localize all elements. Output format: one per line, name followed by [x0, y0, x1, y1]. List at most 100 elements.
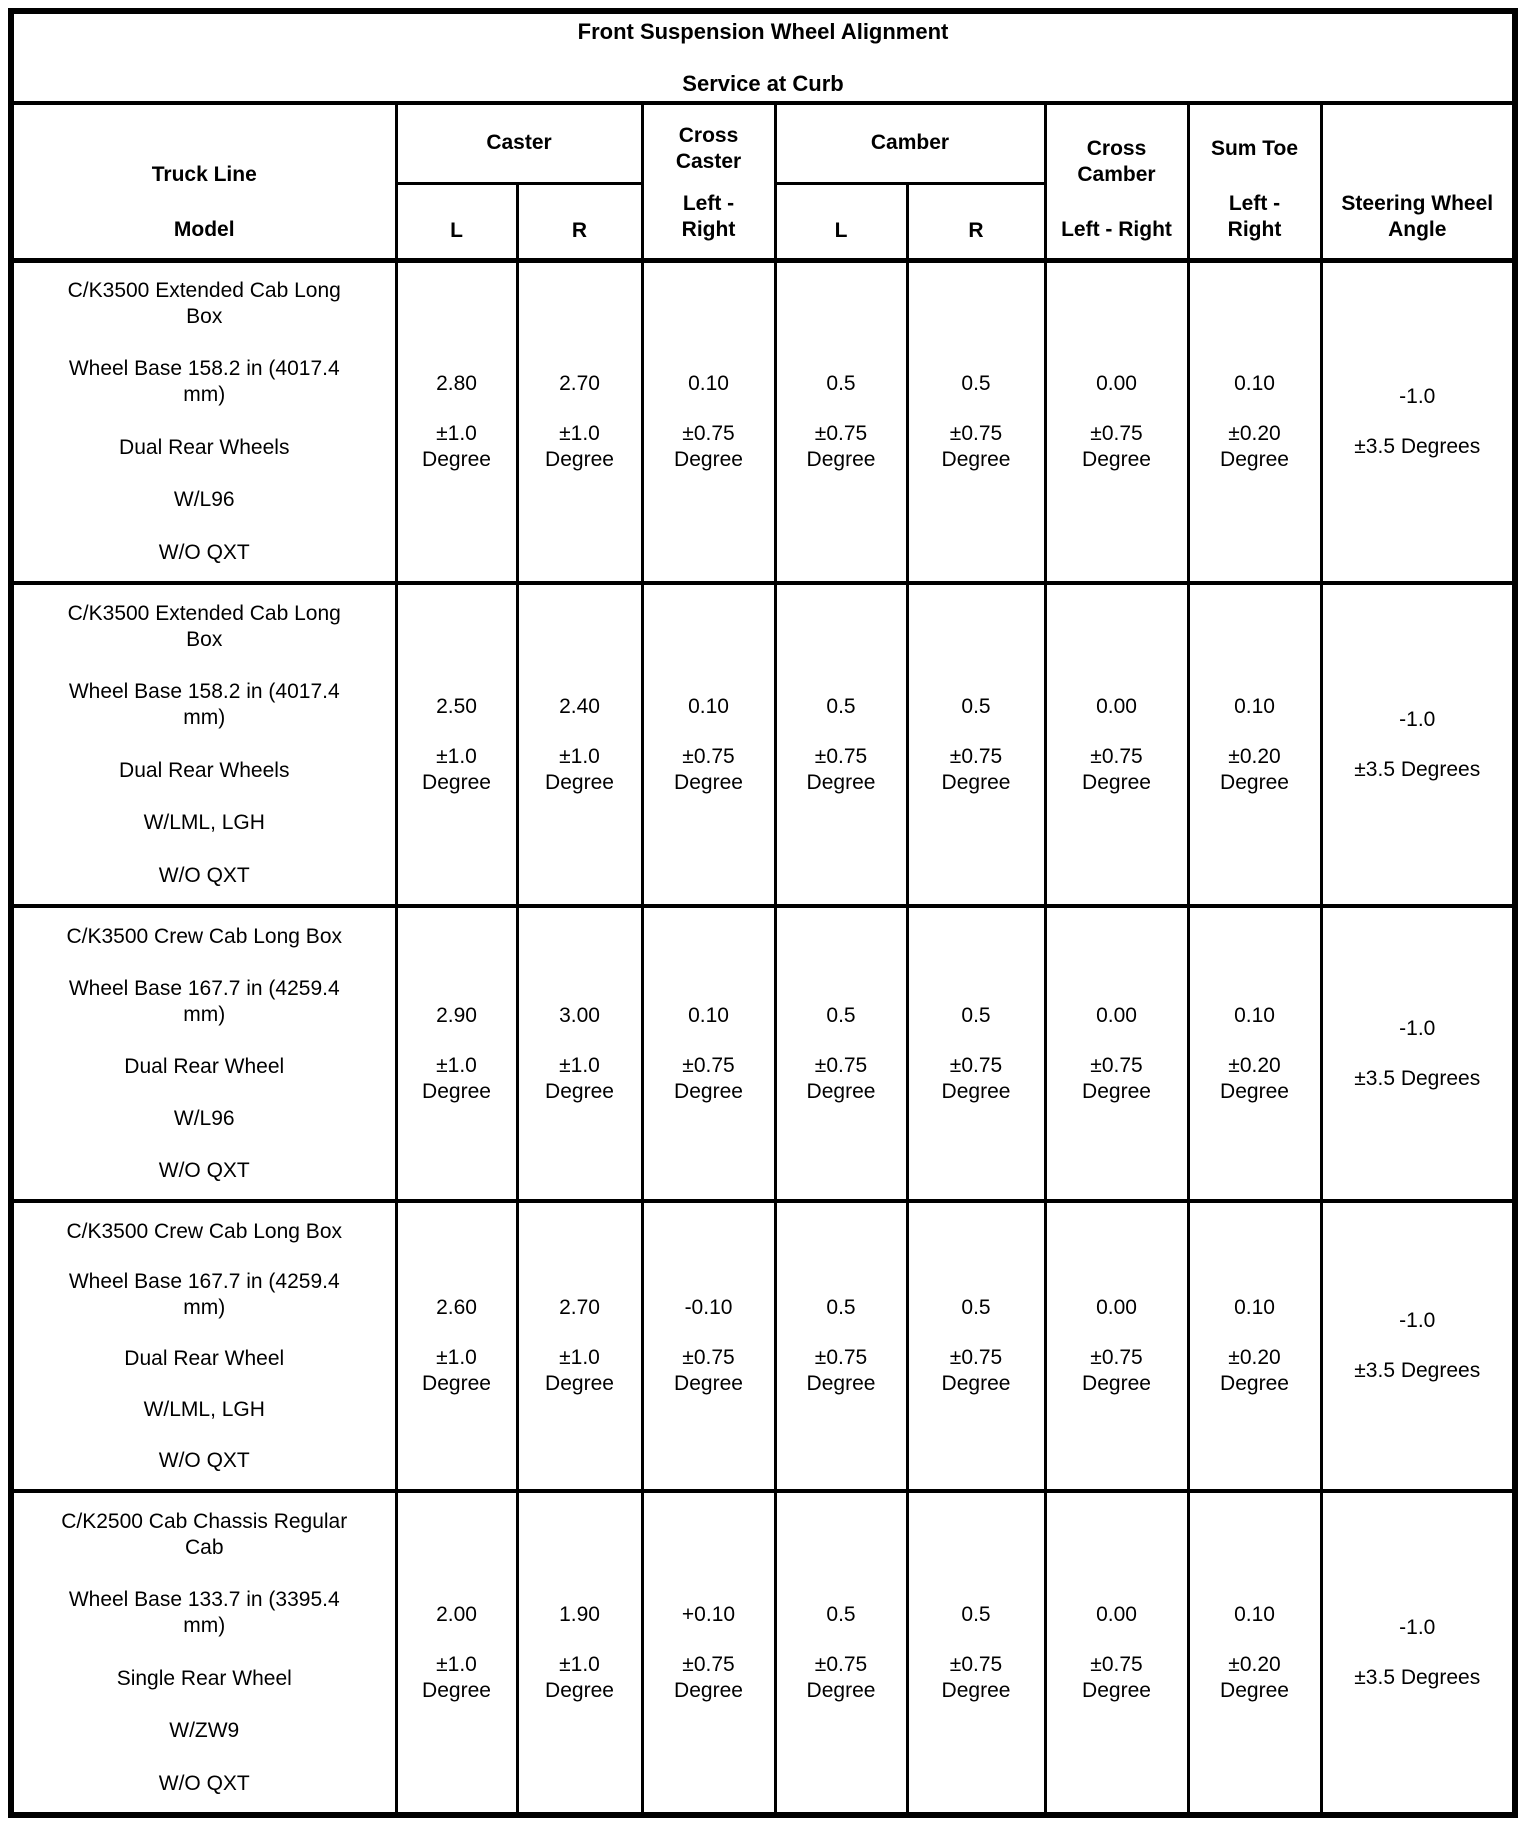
spec-tolerance: ±0.75 [1090, 421, 1143, 445]
spec-unit: Degree [1082, 447, 1151, 471]
spec-tolerance: ±0.20 [1228, 1652, 1281, 1676]
spec-value: 0.00 [1096, 1003, 1137, 1027]
spec-tolerance: ±1.0 [436, 1053, 477, 1077]
model-spec-line: Wheel Base 133.7 in (3395.4 mm) [68, 1588, 340, 1637]
spec-tolerance: ±1.0 [436, 744, 477, 768]
table-row: C/K2500 Cab Chassis Regular Cab Wheel Bas… [9, 1489, 1517, 1817]
spec-value: 0.10 [1234, 1296, 1275, 1319]
table-header-group-row: Truck Line Model Caster Cross Caster Lef… [9, 101, 1517, 262]
spec-value: 0.00 [1096, 694, 1137, 718]
sum-toe-cell: 0.10 ±0.20 Degree [1186, 1489, 1323, 1817]
model-spec-line: Wheel Base 167.7 in (4259.4 mm) [68, 976, 340, 1026]
page-subtitle: Service at Curb [682, 70, 844, 96]
spec-value: 2.90 [436, 1003, 477, 1027]
header-cross-caster-label: Cross Caster [675, 124, 742, 174]
caster-left-cell: 2.90 ±1.0 Degree [394, 904, 519, 1203]
spec-value: 0.5 [826, 1296, 856, 1319]
caster-right-cell: 2.70 ±1.0 Degree [515, 257, 644, 585]
model-spec-line: Dual Rear Wheels [119, 435, 290, 459]
spec-unit: Degree [422, 1678, 491, 1702]
spec-tolerance: ±0.75 [1090, 1053, 1143, 1077]
spec-unit: Degree [545, 447, 614, 471]
cross-camber-cell: 0.00 ±0.75 Degree [1043, 1199, 1190, 1493]
spec-tolerance: ±3.5 Degrees [1354, 434, 1481, 458]
spec-unit: Degree [1082, 1372, 1151, 1395]
spec-unit: Degree [545, 1372, 614, 1395]
spec-value: 0.10 [688, 694, 729, 718]
camber-right-cell: 0.5 ±0.75 Degree [905, 257, 1047, 585]
model-spec-line: W/O QXT [158, 1771, 250, 1795]
spec-tolerance: ±0.75 [814, 744, 868, 768]
spec-value: 0.5 [826, 694, 856, 718]
table-row: C/K3500 Crew Cab Long Box Wheel Base 167.… [9, 1199, 1517, 1493]
spec-unit: Degree [1220, 1079, 1289, 1103]
header-camber-left: L [773, 181, 909, 262]
spec-unit: Degree [422, 1372, 491, 1395]
spec-value: 1.90 [559, 1602, 600, 1626]
model-spec-line: W/LML, LGH [143, 811, 265, 834]
header-cross-caster: Cross Caster Left - Right [640, 101, 777, 262]
spec-tolerance: ±3.5 Degrees [1354, 1665, 1481, 1689]
cross-camber-cell: 0.00 ±0.75 Degree [1043, 257, 1190, 585]
model-spec-line: Single Rear Wheel [116, 1666, 292, 1690]
header-cross-camber-label: Cross Camber [1077, 137, 1156, 187]
camber-right-cell: 0.5 ±0.75 Degree [905, 1489, 1047, 1817]
header-sum-toe: Sum Toe Left - Right [1186, 101, 1323, 262]
model-lines: C/K3500 Crew Cab Long Box Wheel Base 167.… [14, 910, 395, 1198]
spec-unit: Degree [545, 1079, 614, 1103]
table-row: C/K3500 Extended Cab Long Box Wheel Base … [9, 257, 1517, 585]
spec-tolerance: ±1.0 [559, 744, 600, 768]
spec-value: -1.0 [1399, 707, 1436, 731]
spec-tolerance: ±0.20 [1228, 421, 1281, 445]
sum-toe-cell: 0.10 ±0.20 Degree [1186, 1199, 1323, 1493]
spec-unit: Degree [545, 770, 614, 794]
model-cell: C/K3500 Crew Cab Long Box Wheel Base 167.… [9, 1199, 398, 1493]
cross-caster-cell: 0.10 ±0.75 Degree [640, 257, 777, 585]
caster-left-cell: 2.60 ±1.0 Degree [394, 1199, 519, 1493]
cross-camber-cell: 0.00 ±0.75 Degree [1043, 581, 1190, 908]
spec-unit: Degree [674, 770, 743, 794]
spec-tolerance: ±1.0 [559, 1346, 600, 1369]
spec-value: 0.10 [1234, 694, 1275, 718]
header-sum-toe-label: Sum Toe [1210, 137, 1299, 161]
camber-right-cell: 0.5 ±0.75 Degree [905, 581, 1047, 908]
caster-left-cell: 2.80 ±1.0 Degree [394, 257, 519, 585]
page-title: Front Suspension Wheel Alignment [577, 18, 949, 44]
spec-unit: Degree [422, 1079, 491, 1103]
spec-tolerance: ±1.0 [559, 1652, 600, 1676]
spec-unit: Degree [1082, 770, 1151, 794]
spec-tolerance: ±0.75 [949, 1652, 1003, 1676]
spec-value: 0.00 [1096, 371, 1137, 395]
spec-value: 0.5 [961, 1003, 991, 1027]
header-steering-label: Steering Wheel Angle [1341, 192, 1494, 242]
spec-tolerance: ±0.75 [682, 421, 735, 445]
model-lines: C/K2500 Cab Chassis Regular Cab Wheel Bas… [14, 1495, 395, 1811]
model-spec-line: Dual Rear Wheel [124, 1054, 285, 1078]
spec-value: 3.00 [559, 1003, 600, 1027]
spec-value: 2.50 [436, 694, 477, 718]
model-lines: C/K3500 Extended Cab Long Box Wheel Base … [14, 264, 395, 580]
spec-unit: Degree [545, 1678, 614, 1702]
model-spec-line: W/O QXT [158, 1448, 250, 1472]
steering-wheel-angle-cell: -1.0 ±3.5 Degrees [1319, 1489, 1517, 1817]
spec-value: 0.5 [826, 371, 856, 395]
header-camber-right: R [905, 181, 1047, 262]
spec-tolerance: ±1.0 [436, 421, 477, 445]
model-cell: C/K3500 Extended Cab Long Box Wheel Base … [9, 581, 398, 908]
spec-value: 0.10 [1234, 371, 1275, 395]
spec-unit: Degree [674, 447, 743, 471]
sum-toe-cell: 0.10 ±0.20 Degree [1186, 581, 1323, 908]
table-body: C/K3500 Extended Cab Long Box Wheel Base … [9, 257, 1517, 1817]
model-spec-line: C/K2500 Cab Chassis Regular Cab [61, 1509, 348, 1559]
spec-unit: Degree [1220, 1372, 1289, 1395]
spec-tolerance: ±1.0 [436, 1652, 477, 1676]
spec-value: 0.5 [961, 371, 991, 395]
spec-value: 2.60 [436, 1296, 477, 1319]
spec-unit: Degree [422, 770, 491, 794]
spec-tolerance: ±0.75 [682, 1346, 735, 1369]
steering-wheel-angle-cell: -1.0 ±3.5 Degrees [1319, 257, 1517, 585]
spec-unit: Degree [941, 447, 1011, 471]
camber-right-cell: 0.5 ±0.75 Degree [905, 904, 1047, 1203]
header-camber: Camber [773, 101, 1047, 185]
